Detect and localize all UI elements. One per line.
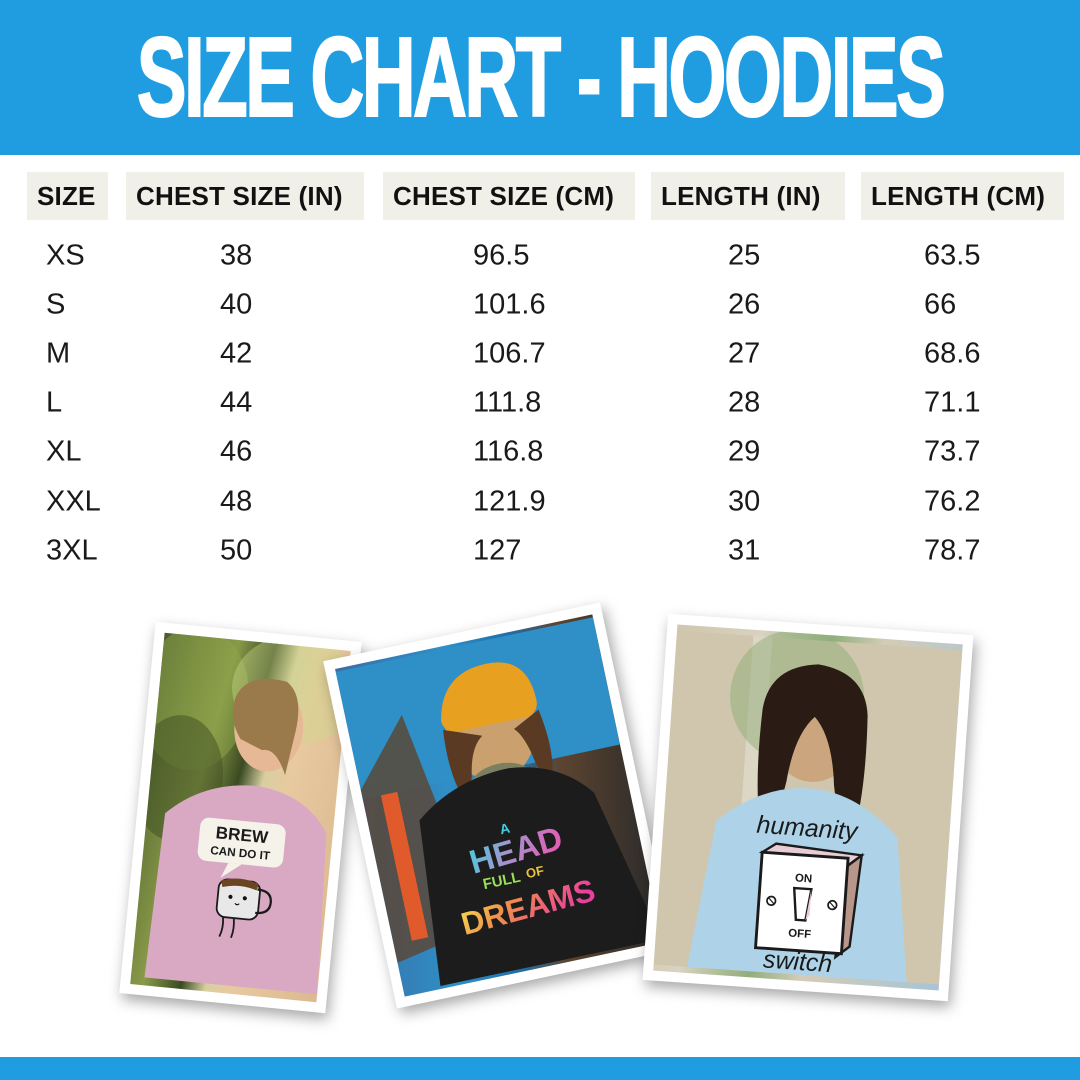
svg-text:OFF: OFF: [788, 928, 812, 942]
svg-text:ON: ON: [794, 872, 812, 885]
svg-text:switch: switch: [762, 945, 833, 978]
